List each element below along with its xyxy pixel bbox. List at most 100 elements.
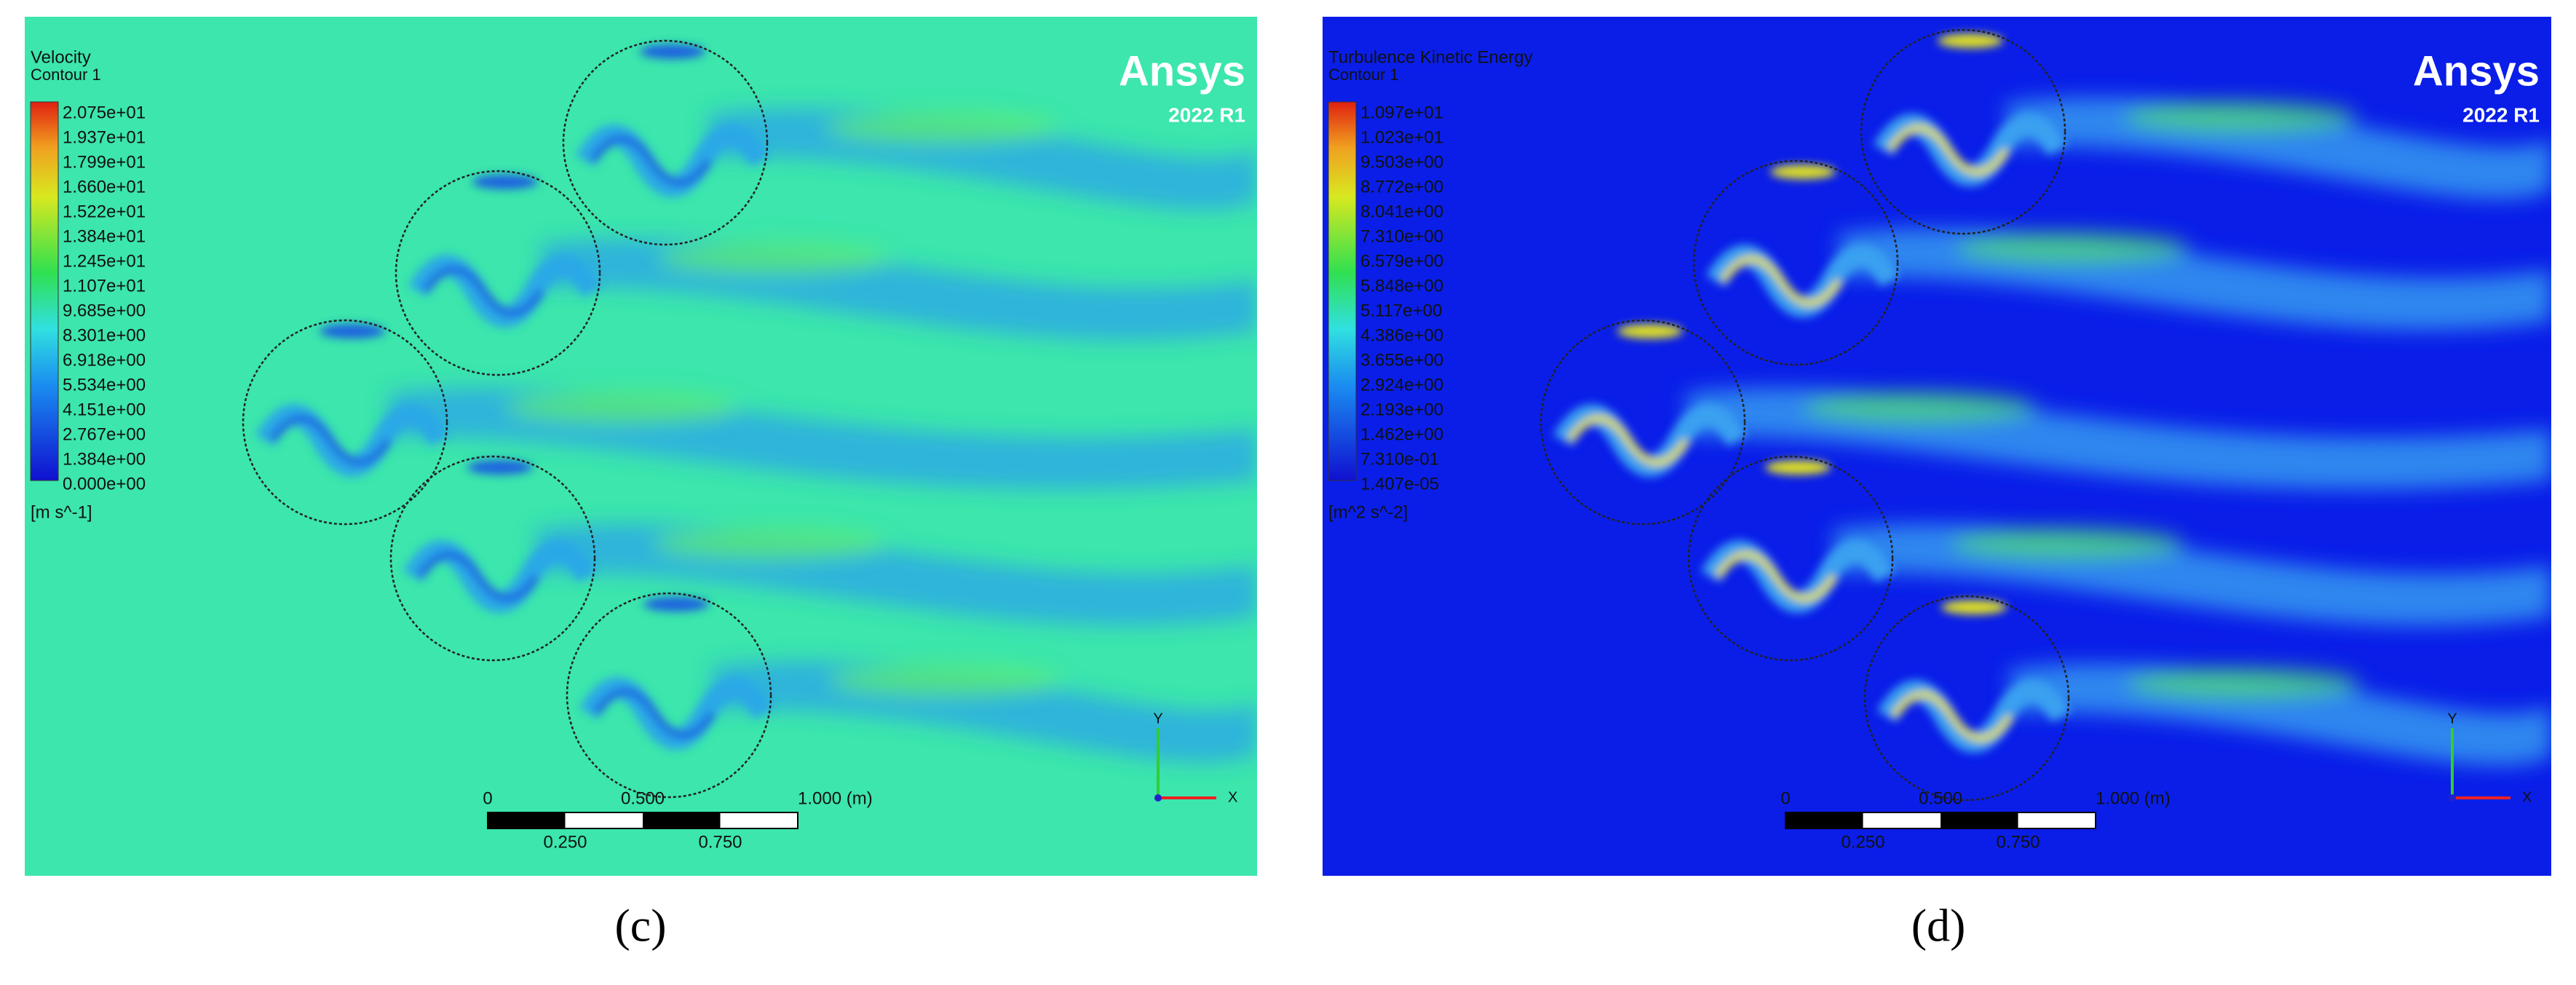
blade [1938,33,2003,48]
vortex [1705,245,1901,317]
scale-label: 0.500 [1919,788,1962,808]
vortex [575,124,770,197]
rotor-outline [1687,455,1894,662]
legend-label: 6.918e+00 [63,350,146,370]
wake-core [1951,528,2184,560]
rotor-outline [389,455,596,662]
flow-field [389,108,1257,763]
blade [472,175,538,189]
rotor-outline [566,592,772,799]
legend-label: 5.117e+00 [1360,301,1442,320]
logo-version: 2022 R1 [2462,103,2540,126]
legend-label: 2.924e+00 [1360,375,1443,395]
legend-label: 3.655e+00 [1360,350,1443,370]
wake-core [505,392,738,424]
scale-bar-segment [488,812,566,828]
scale-label: 1.000 (m) [2096,788,2171,808]
rotor-field [255,44,774,750]
legend-label: 1.023e+01 [1360,127,1443,147]
legend-subtitle: Contour 1 [31,66,101,84]
axis-origin [1154,794,1162,802]
wake-core [829,665,1062,697]
legend-title: Turbulence Kinetic Energy [1328,47,1533,67]
wake-core [1956,232,2189,264]
legend-label: 1.462e+00 [1360,424,1443,444]
rotor-outline [1539,319,1746,526]
legend-label: 8.301e+00 [63,325,146,345]
scale-label: 1.000 (m) [798,788,873,808]
blade [643,597,709,612]
axis-x-label: X [1228,789,1237,805]
legend-label: 4.151e+00 [63,400,146,419]
legend-label: 7.310e+00 [1360,226,1443,246]
vortex [255,404,450,477]
legend-subtitle: Contour 1 [1328,66,1399,84]
vortex-core [421,266,545,317]
legend-label: 5.534e+00 [63,375,146,395]
vortex-core [593,688,716,739]
scale-label: 0.250 [543,832,587,852]
rotor-outline [1692,159,1899,366]
vortex [579,677,774,750]
legend-label: 0.000e+00 [63,474,146,494]
flow-field [1687,97,2551,766]
legend-label: 9.503e+00 [1360,152,1443,172]
legend-label: 1.522e+01 [63,202,146,221]
legend-label: 1.660e+01 [63,177,146,197]
legend-unit: [m^2 s^-2] [1328,502,1408,522]
blade [640,44,705,59]
scale-label: 0 [483,788,492,808]
axis-y-label: Y [1153,711,1162,727]
blade [1765,460,1831,475]
legend-title: Velocity [31,47,91,67]
contour-panel [1323,17,2551,876]
blade [1941,600,2007,614]
legend-label: 1.097e+01 [1360,103,1443,122]
rotor-outline [1860,28,2066,235]
wake-core [825,112,1058,144]
vortex [1873,114,2068,186]
scale-label: 0.750 [1996,832,2040,852]
vortex [1876,680,2072,753]
blade [1617,324,1683,339]
legend-label: 1.937e+01 [63,127,146,147]
vortex-core [1719,256,1843,306]
colorbar [30,101,59,481]
scale-label: 0.750 [698,832,742,852]
legend-label: 1.107e+01 [63,276,146,296]
wake-core [2127,668,2360,700]
scale-bar-segment [1786,812,1863,828]
legend-label: 2.075e+01 [63,103,146,122]
legend-label: 2.193e+00 [1360,400,1443,419]
vortex-core [1566,415,1690,466]
blade [320,324,385,339]
logo: Ansys [1119,47,1245,95]
scale-bar-segment [643,812,721,828]
axis-origin [2449,794,2456,802]
wake-core [2123,101,2356,133]
logo-version: 2022 R1 [1168,103,1245,126]
blade [1770,165,1836,179]
vortex-core [416,551,540,602]
legend-label: 1.407e-05 [1360,474,1439,494]
colorbar [1328,101,1357,481]
legend-label: 2.767e+00 [63,424,146,444]
legend-label: 5.848e+00 [1360,276,1443,296]
scale-label: 0 [1780,788,1790,808]
contour-panel [25,17,1257,876]
vortex-core [269,415,392,466]
rotor-outline [562,39,769,246]
caption: (d) [1911,900,1966,952]
wake-core [658,242,891,274]
vortex [408,255,603,328]
rotor-outline [242,319,448,526]
legend-label: 1.245e+01 [63,251,146,271]
wake-core [653,528,886,560]
blade [467,460,533,475]
rotor-field [1553,33,2072,753]
axis-x-label: X [2522,789,2532,805]
scale-label: 0.250 [1841,832,1885,852]
logo: Ansys [2413,47,2540,95]
legend-unit: [m s^-1] [31,502,92,522]
